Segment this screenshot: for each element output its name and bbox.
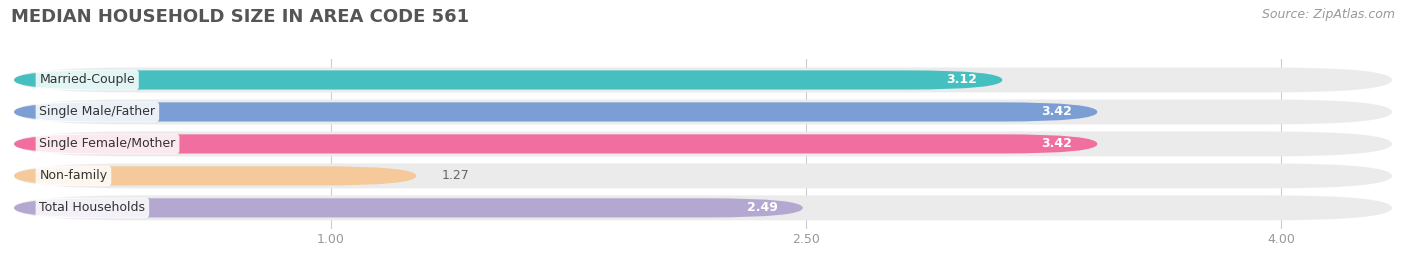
Text: Single Male/Father: Single Male/Father — [39, 105, 156, 118]
Text: Source: ZipAtlas.com: Source: ZipAtlas.com — [1261, 8, 1395, 21]
Text: Married-Couple: Married-Couple — [39, 73, 135, 86]
Text: 2.49: 2.49 — [747, 201, 778, 214]
FancyBboxPatch shape — [14, 134, 1097, 154]
FancyBboxPatch shape — [14, 166, 416, 186]
Text: 3.12: 3.12 — [946, 73, 977, 86]
Text: MEDIAN HOUSEHOLD SIZE IN AREA CODE 561: MEDIAN HOUSEHOLD SIZE IN AREA CODE 561 — [11, 8, 470, 26]
FancyBboxPatch shape — [14, 68, 1392, 93]
Text: Non-family: Non-family — [39, 169, 107, 182]
FancyBboxPatch shape — [14, 70, 1002, 90]
FancyBboxPatch shape — [14, 100, 1392, 124]
FancyBboxPatch shape — [14, 195, 1392, 220]
Text: Single Female/Mother: Single Female/Mother — [39, 137, 176, 150]
Text: 1.27: 1.27 — [441, 169, 470, 182]
FancyBboxPatch shape — [14, 102, 1097, 122]
Text: Total Households: Total Households — [39, 201, 145, 214]
FancyBboxPatch shape — [14, 164, 1392, 188]
FancyBboxPatch shape — [14, 132, 1392, 156]
FancyBboxPatch shape — [14, 198, 803, 217]
Text: 3.42: 3.42 — [1042, 105, 1071, 118]
Text: 3.42: 3.42 — [1042, 137, 1071, 150]
